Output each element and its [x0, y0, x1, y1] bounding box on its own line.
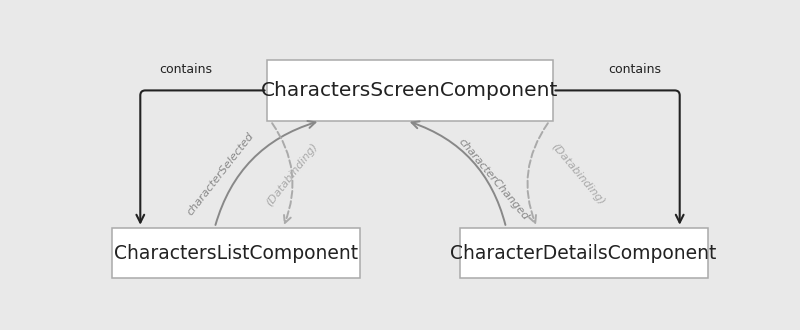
Text: characterSelected: characterSelected	[186, 131, 256, 217]
Text: CharactersScreenComponent: CharactersScreenComponent	[262, 81, 558, 100]
Text: (Databinding): (Databinding)	[265, 141, 320, 208]
Text: CharacterDetailsComponent: CharacterDetailsComponent	[450, 244, 717, 263]
Text: characterChanged: characterChanged	[457, 137, 530, 222]
FancyBboxPatch shape	[459, 228, 708, 279]
Text: contains: contains	[158, 63, 212, 77]
Text: CharactersListComponent: CharactersListComponent	[114, 244, 358, 263]
FancyBboxPatch shape	[112, 228, 361, 279]
FancyBboxPatch shape	[267, 60, 553, 121]
Text: contains: contains	[608, 63, 662, 77]
Text: (Databinding): (Databinding)	[549, 142, 606, 207]
